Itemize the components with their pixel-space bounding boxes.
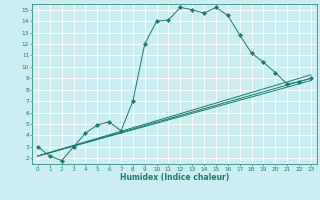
X-axis label: Humidex (Indice chaleur): Humidex (Indice chaleur) [120,173,229,182]
